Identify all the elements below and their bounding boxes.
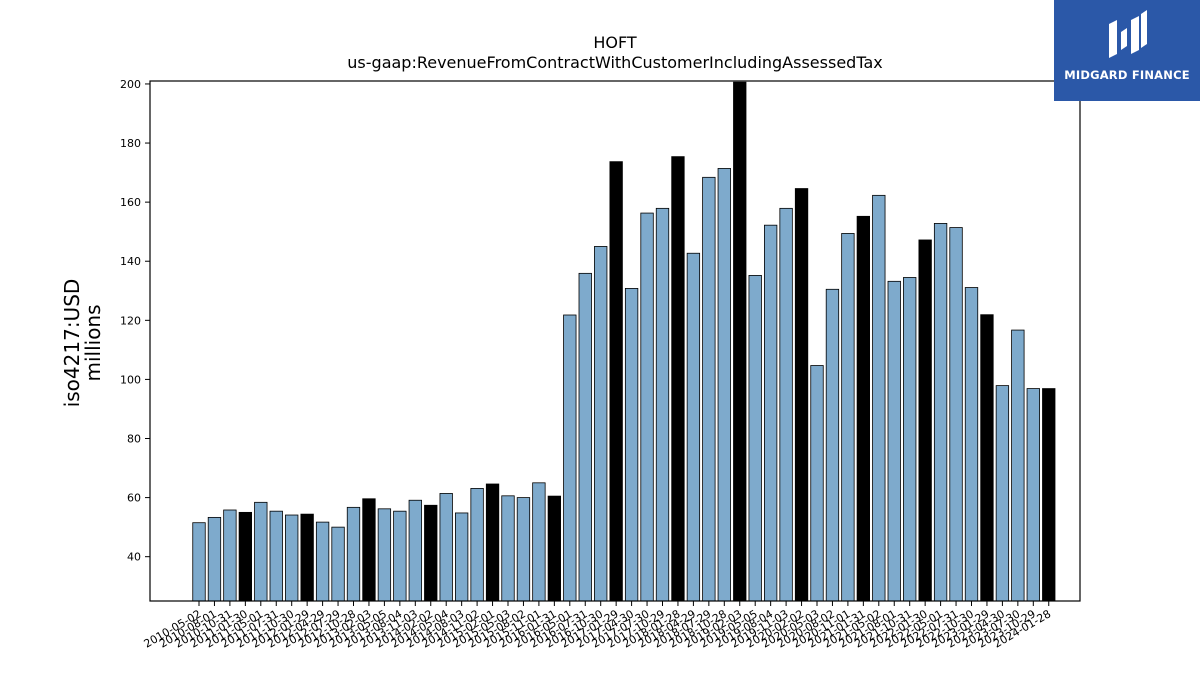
bar-2019-11-03 bbox=[779, 207, 793, 602]
y-tick-label: 40 bbox=[127, 551, 141, 564]
bar-2015-05-03 bbox=[501, 495, 515, 602]
bar-2016-01-31 bbox=[547, 495, 561, 602]
bar-2023-01-29 bbox=[980, 314, 994, 602]
y-axis-label-line2: millions bbox=[81, 304, 105, 381]
bar-2013-08-04 bbox=[393, 510, 407, 602]
bar-2020-02-02 bbox=[794, 188, 809, 602]
bar-2020-08-02 bbox=[825, 288, 840, 602]
bar-2012-01-29 bbox=[300, 513, 314, 602]
bar-2010-05-02 bbox=[192, 522, 206, 602]
bar-2022-10-30 bbox=[964, 287, 979, 602]
bar-2011-05-01 bbox=[254, 501, 268, 602]
bar-2015-08-02 bbox=[516, 497, 531, 602]
y-tick-label: 160 bbox=[120, 196, 141, 209]
y-axis-ticks: 40 60 80 100 120 140 160 180 200 bbox=[120, 78, 150, 564]
bar-2016-10-30 bbox=[594, 246, 608, 602]
bar-2011-10-30 bbox=[285, 514, 299, 602]
bar-2019-05-05 bbox=[748, 275, 762, 602]
midgard-finance-logo: MIDGARD FINANCE bbox=[1054, 0, 1200, 101]
bar-2014-02-02 bbox=[424, 504, 438, 602]
bar-2017-04-30 bbox=[624, 288, 639, 602]
bar-2020-11-01 bbox=[841, 233, 855, 602]
bar-2017-10-29 bbox=[655, 207, 670, 602]
chart-title: HOFT bbox=[593, 33, 637, 52]
bar-2022-05-01 bbox=[933, 223, 948, 602]
bar-2011-01-30 bbox=[238, 511, 253, 602]
bar-2020-05-03 bbox=[810, 365, 824, 602]
y-tick-label: 100 bbox=[120, 373, 141, 386]
bar-2019-08-04 bbox=[764, 224, 778, 602]
bar-2023-07-30 bbox=[1011, 329, 1025, 602]
bar-2017-01-29 bbox=[609, 161, 623, 602]
bar-2016-07-31 bbox=[578, 272, 592, 602]
bar-2024-01-28 bbox=[1042, 388, 1056, 602]
bar-2015-02-01 bbox=[485, 483, 500, 602]
bar-2018-07-29 bbox=[702, 176, 716, 602]
bar-2013-02-03 bbox=[362, 498, 376, 602]
y-tick-label: 60 bbox=[127, 492, 141, 505]
bar-2022-07-31 bbox=[949, 227, 963, 602]
bar-2014-11-02 bbox=[470, 488, 484, 602]
bar-2012-10-28 bbox=[346, 506, 361, 602]
bar-2018-10-28 bbox=[717, 168, 731, 602]
bar-2016-05-01 bbox=[563, 314, 577, 602]
bar-series bbox=[192, 81, 1056, 602]
bar-2022-01-30 bbox=[918, 239, 932, 602]
bar-2011-07-31 bbox=[269, 510, 283, 602]
y-tick-label: 120 bbox=[120, 314, 141, 327]
bar-2017-07-30 bbox=[640, 212, 654, 602]
bar-2014-05-04 bbox=[439, 493, 453, 602]
bar-2023-04-30 bbox=[995, 385, 1010, 602]
bar-2018-04-29 bbox=[686, 252, 701, 602]
y-tick-label: 200 bbox=[120, 78, 141, 91]
bar-2021-01-31 bbox=[856, 215, 870, 602]
chart-subtitle: us-gaap:RevenueFromContractWithCustomerI… bbox=[347, 53, 882, 72]
y-tick-label: 180 bbox=[120, 137, 141, 150]
bar-2021-10-31 bbox=[903, 277, 917, 602]
bar-2013-05-05 bbox=[377, 508, 392, 602]
bar-2010-10-31 bbox=[223, 509, 237, 602]
x-axis-ticks: 2010-05-022010-08-012010-10-312011-01-30… bbox=[142, 601, 1053, 651]
bar-2021-08-01 bbox=[887, 280, 901, 602]
bar-2014-08-03 bbox=[454, 512, 469, 602]
bar-2013-11-03 bbox=[408, 499, 422, 602]
bar-2023-10-29 bbox=[1026, 388, 1040, 602]
plot-frame bbox=[149, 80, 1081, 602]
midgard-m-logo-icon bbox=[1109, 10, 1147, 58]
y-axis-label-line1: iso4217:USD bbox=[60, 279, 84, 408]
y-tick-label: 140 bbox=[120, 255, 141, 268]
bar-2019-02-03 bbox=[733, 81, 747, 602]
bar-2012-04-29 bbox=[315, 521, 330, 602]
bar-2015-11-01 bbox=[532, 482, 546, 602]
bar-2010-08-01 bbox=[207, 516, 222, 602]
y-tick-label: 80 bbox=[127, 433, 141, 446]
bar-2018-01-28 bbox=[671, 156, 685, 602]
bar-2012-07-29 bbox=[331, 526, 345, 602]
bar-2021-05-02 bbox=[872, 194, 886, 602]
logo-text: MIDGARD FINANCE bbox=[1064, 68, 1190, 82]
